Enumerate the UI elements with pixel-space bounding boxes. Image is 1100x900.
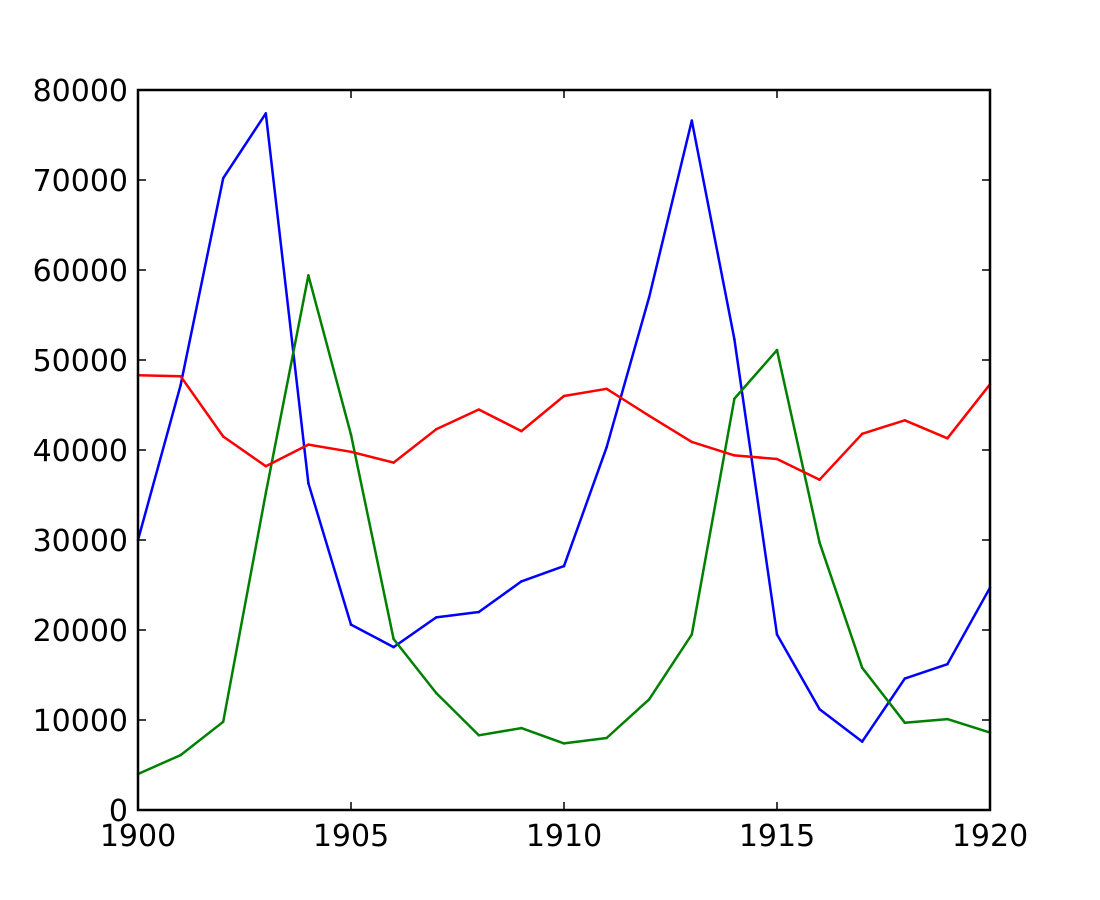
series-2-point [562, 742, 566, 745]
x-tick-label: 1915 [739, 819, 815, 854]
series-2-point [221, 720, 225, 724]
y-tick-labels: 0 10000 20000 30000 40000 50000 60000 70000 8000… [33, 74, 128, 829]
series-2-point [605, 736, 608, 740]
series-2-point [179, 753, 182, 757]
series-1-point [307, 482, 310, 485]
y-tick-label: 80000 [33, 74, 128, 109]
series-3-point [818, 478, 821, 482]
series-2-point [349, 433, 353, 437]
x-tick-label: 1905 [313, 819, 389, 854]
series-2-point [520, 726, 523, 730]
series-2-point [860, 666, 864, 670]
series-1-point [690, 119, 694, 122]
y-tick-label: 60000 [33, 254, 128, 289]
series-1-point [946, 662, 949, 666]
series-1-point [179, 383, 182, 387]
series-3-point [903, 419, 907, 422]
series-3-point [733, 454, 736, 457]
series-3-point [349, 450, 353, 454]
series-2-point [903, 721, 907, 724]
series-1-point [562, 564, 566, 568]
series-1-point [903, 677, 907, 680]
series-1-point [349, 623, 353, 626]
series-1-point [264, 112, 268, 115]
series-2-point [775, 348, 779, 352]
series-layer [136, 112, 992, 776]
series-3-point [520, 429, 523, 433]
series-1-point [477, 610, 481, 614]
series-1-point [733, 338, 736, 341]
y-tick-label: 40000 [33, 434, 128, 469]
series-3-point [307, 443, 310, 446]
series-3-point [562, 394, 566, 398]
y-tick-label: 70000 [33, 164, 128, 199]
series-3-point [221, 435, 225, 438]
y-tick-label: 30000 [33, 524, 128, 559]
series-3-point [690, 440, 694, 444]
series-1-point [520, 580, 523, 583]
series-2-point [434, 691, 438, 695]
y-tick-label: 0 [109, 794, 128, 829]
series-1-point [392, 645, 395, 649]
series-2-point [264, 491, 268, 495]
series-2-point [946, 717, 949, 721]
series-2-point [477, 734, 481, 737]
series-3-point [775, 457, 779, 461]
x-tick-label: 1900 [100, 819, 176, 854]
series-3-point [647, 414, 651, 418]
series-2-point [733, 397, 736, 401]
x-tick-label: 1910 [526, 819, 602, 854]
series-1-point [818, 707, 821, 711]
y-tick-label: 50000 [33, 344, 128, 379]
series-1-point [860, 740, 864, 743]
series-3-point [946, 437, 949, 440]
series-2-point [392, 637, 395, 641]
series-1-point [647, 295, 651, 299]
series-3-point [434, 428, 438, 431]
y-tick-label: 20000 [33, 614, 128, 649]
series-1-point [605, 446, 608, 449]
series-3-point [605, 387, 608, 391]
series-2-point [647, 698, 651, 701]
x-tick-label: 1920 [952, 819, 1028, 854]
series-3-point [264, 464, 268, 468]
series-1-point [221, 176, 225, 180]
plot-area-frame [136, 88, 992, 812]
series-1-point [434, 616, 438, 619]
series-3-point [179, 374, 182, 378]
series-3-point [477, 408, 481, 411]
series-1-point [775, 633, 779, 636]
series-2-point [307, 274, 310, 277]
series-3-point [860, 432, 864, 436]
y-tick-label: 10000 [33, 704, 128, 739]
series-2-point [690, 633, 694, 636]
series-3-point [392, 461, 395, 464]
x-tick-labels: 1900 1905 1910 1915 1920 [100, 819, 1028, 854]
series-2-point [818, 541, 821, 544]
